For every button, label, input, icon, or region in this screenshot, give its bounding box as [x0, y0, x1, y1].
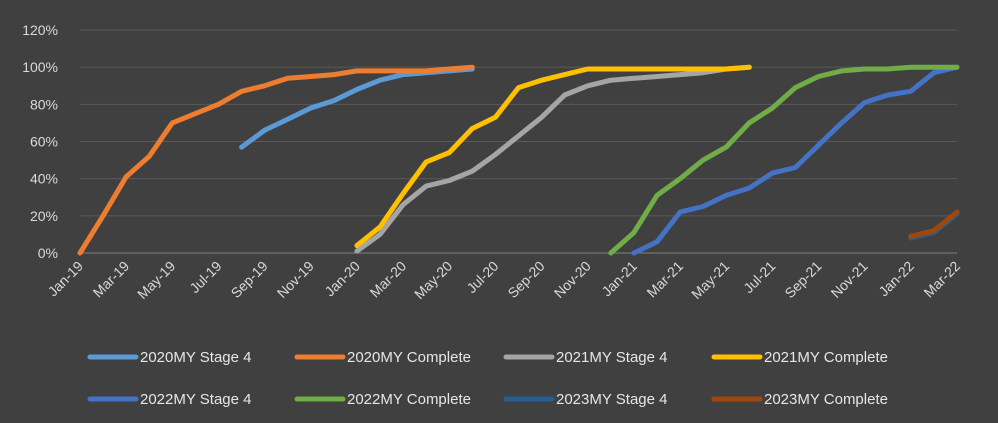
x-tick-label: May-19 — [134, 258, 178, 302]
x-axis: Jan-19 Mar-19 May-19 Jul-19 Sep-19 Nov-19 Jan-… — [45, 258, 964, 302]
legend-label: 2021MY Stage 4 — [556, 349, 667, 366]
x-tick-label: Sep-19 — [228, 258, 271, 301]
x-tick-label: Sep-21 — [781, 258, 824, 301]
legend-label: 2022MY Stage 4 — [140, 391, 251, 408]
series-line — [354, 64, 752, 249]
y-tick-label: 60% — [30, 134, 58, 150]
y-tick-label: 40% — [30, 171, 58, 187]
x-tick-label: Sep-20 — [504, 258, 547, 301]
legend-label: 2023MY Stage 4 — [556, 391, 667, 408]
x-tick-label: Nov-20 — [551, 258, 594, 301]
x-tick-label: Nov-21 — [828, 258, 871, 301]
y-tick-label: 20% — [30, 208, 58, 224]
legend-label: 2022MY Complete — [347, 391, 471, 408]
y-tick-label: 100% — [22, 59, 58, 75]
x-tick-label: May-21 — [688, 258, 732, 302]
y-tick-label: 80% — [30, 96, 58, 112]
series-line — [77, 64, 475, 256]
x-tick-label: Jul-21 — [740, 258, 778, 296]
series-line — [354, 64, 752, 254]
x-tick-label: Jan-21 — [598, 258, 640, 300]
y-tick-label: 120% — [22, 22, 58, 38]
x-tick-label: Jul-19 — [186, 258, 224, 296]
x-tick-label: Jan-22 — [875, 258, 917, 300]
legend-label: 2020MY Complete — [347, 349, 471, 366]
legend-label: 2021MY Complete — [764, 349, 888, 366]
series-lines — [77, 64, 960, 256]
legend-label: 2023MY Complete — [764, 391, 888, 408]
x-tick-label: Jan-20 — [321, 258, 363, 300]
x-tick-label: Nov-19 — [274, 258, 317, 301]
x-tick-label: Mar-21 — [643, 258, 686, 301]
legend: 2020MY Stage 4 2020MY Complete 2021MY Stag… — [87, 349, 888, 408]
series-line — [608, 64, 960, 256]
x-tick-label: Mar-19 — [90, 258, 133, 301]
x-tick-label: Jan-19 — [45, 258, 87, 300]
gridlines — [80, 29, 957, 254]
legend-label: 2020MY Stage 4 — [140, 349, 251, 366]
series-line — [631, 64, 960, 256]
y-axis: 0% 20% 40% 60% 80% 100% 120% — [22, 22, 58, 261]
series-line — [908, 209, 960, 239]
x-tick-label: Mar-22 — [920, 258, 963, 301]
x-tick-label: Jul-20 — [463, 258, 501, 296]
y-tick-label: 0% — [38, 245, 58, 261]
x-tick-label: May-20 — [411, 258, 455, 302]
x-tick-label: Mar-20 — [367, 258, 410, 301]
